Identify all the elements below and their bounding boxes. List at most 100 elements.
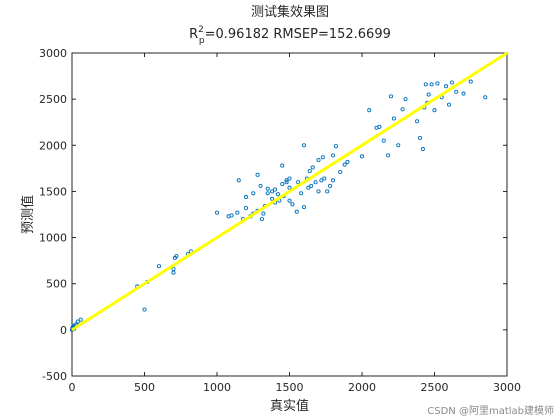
scatter-point [313,180,318,185]
scatter-point [299,191,304,196]
x-tick-label: 2000 [348,381,376,394]
scatter-point [280,181,285,187]
y-tick-label: 1500 [39,185,67,198]
scatter-point [171,266,176,271]
scatter-points [69,79,488,332]
scatter-point [287,185,292,190]
scatter-point [400,107,405,112]
scatter-point [174,253,179,259]
y-axis: -500 0 500 1000 1500 2000 2500 3000 [39,47,507,383]
scatter-point [444,84,449,89]
plot-area [71,52,508,377]
x-tick-label: 1000 [203,381,231,394]
scatter-point [235,210,240,215]
scatter-point [156,264,162,269]
scatter-point [309,183,314,188]
scatter-point [420,146,425,152]
x-axis-label: 真实值 [270,398,309,414]
scatter-point [214,210,220,215]
scatter-point [426,92,431,97]
y-tick-label: 500 [46,278,67,291]
scatter-point [461,91,466,96]
scatter-point [432,108,437,113]
scatter-point [377,124,382,129]
x-tick-label: 1500 [276,381,304,394]
scatter-point [391,116,396,121]
scatter-point [403,97,408,102]
scatter-point [330,178,336,183]
scatter-point [417,135,423,140]
scatter-point [251,191,256,196]
scatter-point [307,169,312,174]
scatter-point [142,307,147,312]
scatter-point [259,217,265,222]
y-tick-label: 2000 [39,139,67,152]
y-tick-label: 2500 [39,93,67,106]
x-tick-label: 500 [134,381,155,394]
scatter-point [325,189,330,194]
fit-line-group [71,51,508,332]
x-tick-label: 0 [69,381,76,394]
scatter-point [284,178,289,183]
scatter-point [265,191,270,196]
scatter-point [272,187,278,192]
x-tick-label: 2500 [421,381,449,394]
watermark-text: CSDN @阿里matlab建模师 [427,404,554,417]
scatter-point [275,192,280,197]
scatter-point [255,172,260,177]
subtitle-superscript: 2 [198,25,204,35]
scatter-point [310,165,315,170]
x-tick-label: 3000 [493,381,521,394]
scatter-point [454,89,459,94]
scatter-point [270,189,275,194]
scatter-point [342,162,347,167]
chart-title: 测试集效果图 [251,4,329,20]
scatter-point [171,270,176,275]
scatter-point [270,196,275,201]
scatter-point [429,82,434,87]
scatter-point [243,194,249,200]
scatter-point [301,205,307,210]
y-tick-label: 3000 [39,47,67,60]
scatter-point [316,189,321,194]
scatter-point [415,119,420,124]
scatter-point [287,176,292,181]
scatter-point [333,144,338,149]
subtitle-r-symbol: R [189,27,198,42]
scatter-point [243,205,249,211]
scatter-point [236,178,241,183]
scatter-point [320,155,325,160]
scatter-point [483,95,488,100]
y-tick-label: -500 [42,370,67,383]
scatter-point [284,180,289,185]
scatter-point [296,180,301,185]
y-tick-label: 0 [60,324,67,337]
scatter-point [396,143,401,148]
scatter-point [287,198,292,203]
subtitle-metrics: =0.96182 RMSEP=152.6699 [205,27,391,42]
scatter-point [75,319,80,324]
scatter-point [446,102,452,107]
x-axis: 0 500 1000 1500 2000 2500 3000 [69,53,521,394]
scatter-point [367,108,372,113]
scatter-point [280,163,285,168]
scatter-point [338,169,343,175]
scatter-point [381,138,386,143]
scatter-point [449,80,454,85]
chart-subtitle: R2 p=0.96182 RMSEP=152.6699 [189,25,391,46]
fit-line [71,51,508,332]
y-tick-label: 1000 [39,232,67,245]
scatter-point [468,79,473,84]
subtitle-subscript: p [199,36,205,46]
scatter-point [306,185,311,190]
scatter-point [435,81,440,86]
scatter-point [294,209,299,214]
scatter-point [423,82,428,87]
scatter-point [265,186,270,191]
scatter-point [386,153,391,158]
scatter-point [345,159,350,164]
scatter-point [258,183,263,188]
scatter-point [319,178,324,183]
